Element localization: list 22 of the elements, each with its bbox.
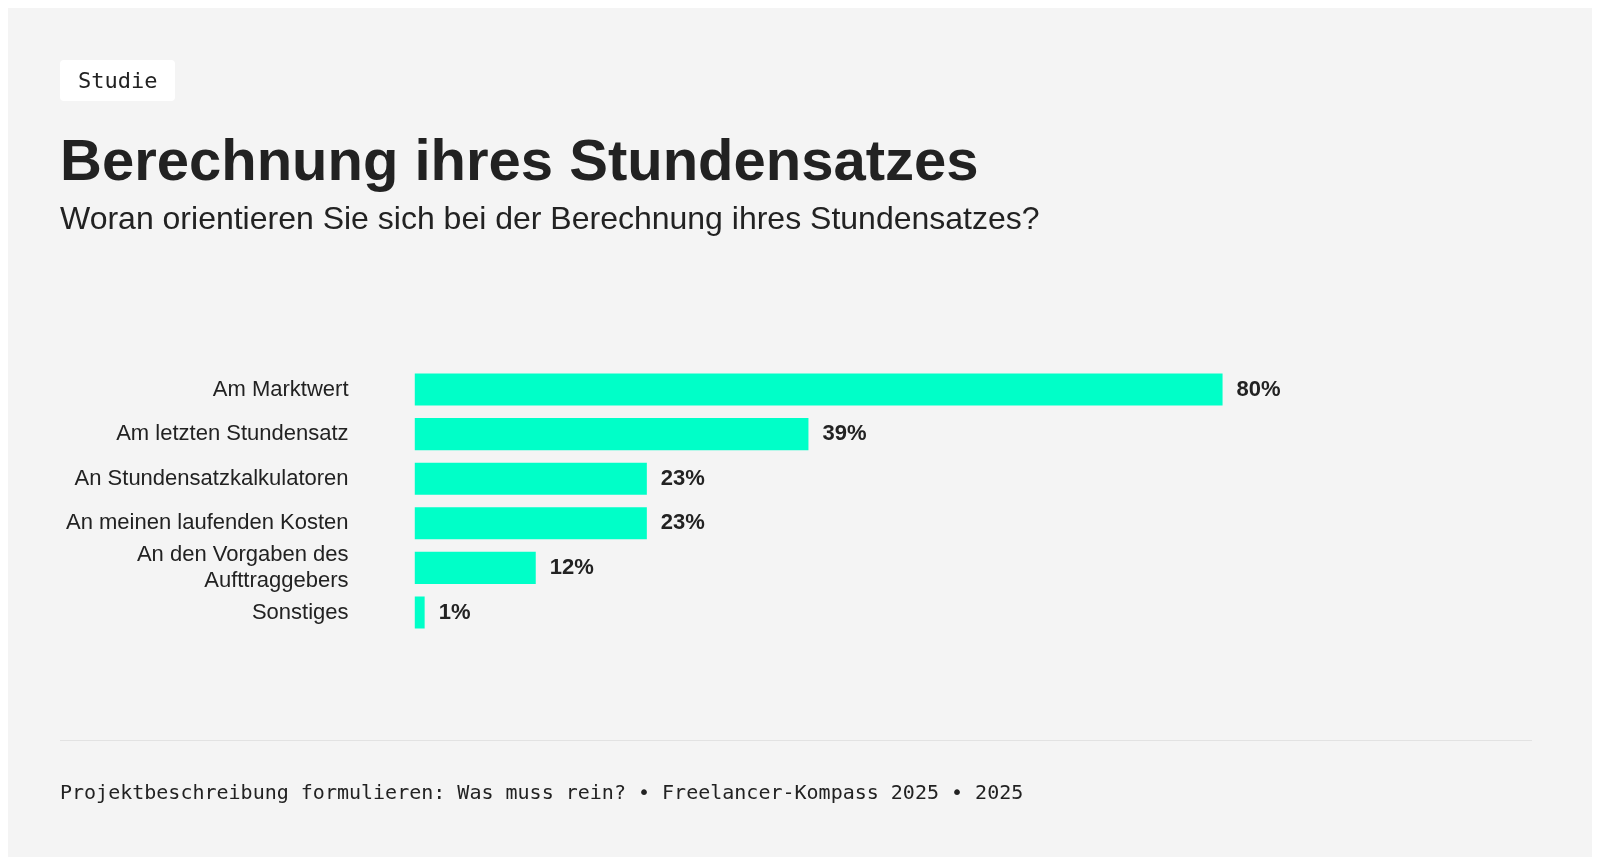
data-label: 39%: [822, 420, 867, 446]
data-label: 1%: [438, 598, 471, 624]
text: Projektbeschreibung formulieren: Was muss rein? • Freelancer-Kompass 2025 • 2025: [60, 780, 1024, 804]
text: Studie: [60, 60, 176, 101]
bar: [414, 418, 809, 451]
data-label: 80%: [1236, 375, 1281, 401]
chart-subtitle: Woran orientieren Sie sich bei der Berechnung ihres Stundensatzes?: [60, 200, 1040, 237]
y-tick-label: An den Vorgaben des Aufttraggebers: [136, 540, 349, 593]
data-label: 23%: [660, 464, 705, 490]
y-tick-label: Am letzten Stundensatz: [116, 420, 349, 446]
bar: [414, 462, 647, 495]
y-tick-label: An meinen laufenden Kosten: [65, 509, 349, 535]
y-tick-label: Am Marktwert: [212, 375, 349, 401]
bar: [414, 373, 1223, 406]
chart-title: Berechnung ihres Stundensatzes: [60, 126, 979, 193]
bar: [414, 596, 425, 629]
bar: [414, 551, 536, 584]
data-label: 12%: [549, 553, 594, 579]
data-label: 23%: [660, 509, 705, 535]
y-tick-label: An Stundensatzkalkulatoren: [74, 464, 349, 490]
y-tick-label: Sonstiges: [251, 598, 349, 624]
bar: [414, 507, 647, 540]
